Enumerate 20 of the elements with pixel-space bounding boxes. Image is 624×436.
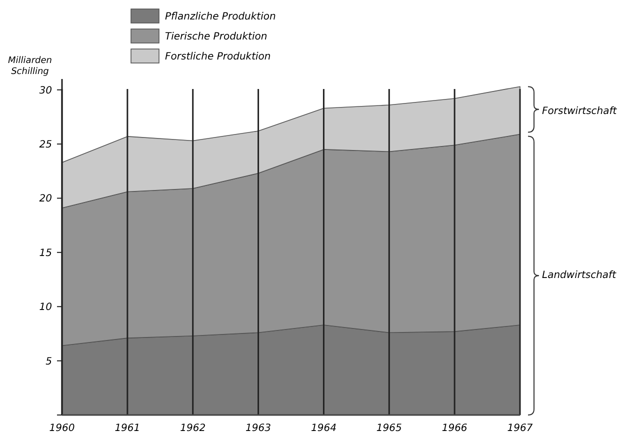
x-tick-label: 1960 [49, 423, 75, 434]
text: Landwirtschaft [542, 270, 618, 282]
legend-label: Pflanzliche Produktion [165, 12, 276, 22]
x-tick-label: 1962 [180, 423, 206, 434]
x-tick-label: 1965 [376, 423, 402, 434]
y-tick-label: 15 [39, 248, 52, 259]
y-tick-label: 20 [39, 194, 52, 205]
y-tick-label: 10 [39, 302, 52, 314]
legend-label: Tierische Produktion [165, 32, 268, 42]
y-tick-label: 25 [39, 140, 52, 151]
y-axis-title: Milliarden Schilling [8, 56, 52, 77]
y-tick-label: 5 [46, 356, 52, 368]
legend-label: Forstliche Produktion [165, 52, 271, 62]
x-tick-label: 1966 [442, 423, 468, 434]
x-tick-label: 1967 [507, 423, 534, 434]
y-tick-label: 30 [39, 85, 52, 96]
x-tick-label: 1961 [114, 423, 140, 434]
x-tick-label: 1963 [246, 423, 272, 434]
x-tick-label: 1964 [310, 423, 336, 434]
text: Forstwirtschaft [542, 106, 618, 117]
